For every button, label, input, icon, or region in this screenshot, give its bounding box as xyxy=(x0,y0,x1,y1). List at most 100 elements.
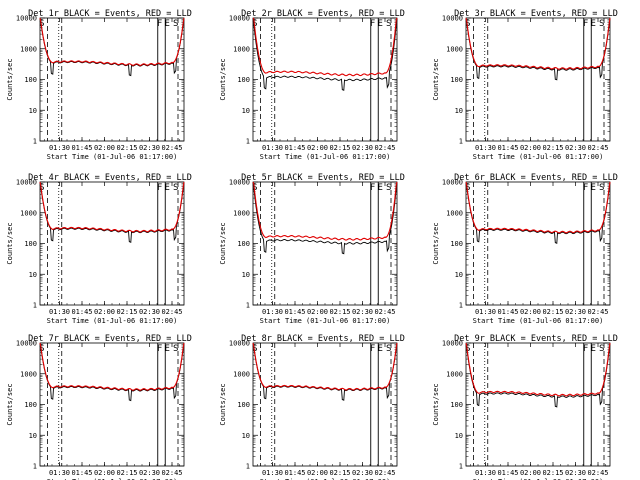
flag-label: E xyxy=(164,344,169,354)
x-tick-label: 01:45 xyxy=(71,144,92,152)
y-tick-label: 100 xyxy=(24,76,37,84)
y-tick-label: 10 xyxy=(242,271,250,279)
x-axis-label: Start Time (01-Jul-06 01:17:00) xyxy=(47,153,178,161)
y-axis-label: Counts/sec xyxy=(6,383,14,425)
x-tick-label: 02:45 xyxy=(161,308,182,316)
lld-series-line xyxy=(465,17,611,70)
flag-label: S xyxy=(173,344,178,354)
flag-label: S xyxy=(465,344,470,354)
y-tick-label: 10000 xyxy=(442,179,463,187)
y-tick-label: 1 xyxy=(246,463,250,471)
y-tick-label: 1000 xyxy=(233,370,250,378)
flag-label: E xyxy=(377,19,382,29)
lld-series-line xyxy=(39,181,185,233)
y-tick-label: 1000 xyxy=(20,370,37,378)
x-tick-label: 02:00 xyxy=(520,308,541,316)
lld-series-line xyxy=(465,342,611,397)
x-tick-label: 02:00 xyxy=(94,469,115,477)
chart-title: Det 4r BLACK = Events, RED = LLD xyxy=(28,173,192,183)
x-tick-label: 01:45 xyxy=(284,308,305,316)
x-tick-label: 01:30 xyxy=(49,308,70,316)
x-tick-label: 02:15 xyxy=(116,308,137,316)
y-tick-label: 10 xyxy=(455,432,463,440)
y-tick-label: 1 xyxy=(459,463,463,471)
events-series-line xyxy=(465,181,611,245)
y-tick-label: 10000 xyxy=(16,340,37,348)
y-tick-label: 1 xyxy=(33,138,37,146)
y-tick-label: 10 xyxy=(29,271,37,279)
x-tick-label: 01:45 xyxy=(284,469,305,477)
flag-label: E xyxy=(164,183,169,193)
y-tick-label: 100 xyxy=(237,240,250,248)
events-series-line xyxy=(39,181,185,244)
x-tick-label: 02:30 xyxy=(565,144,586,152)
y-axis-label: Counts/sec xyxy=(219,383,227,425)
x-tick-label: 02:30 xyxy=(352,469,373,477)
flag-label: F xyxy=(157,344,162,354)
x-tick-label: 02:45 xyxy=(374,144,395,152)
x-tick-label: 02:00 xyxy=(307,308,328,316)
flag-label: S xyxy=(386,19,391,29)
y-axis-label: Counts/sec xyxy=(219,222,227,264)
x-tick-label: 02:15 xyxy=(329,308,350,316)
flag-label: E xyxy=(590,19,595,29)
flag-label: F xyxy=(370,344,375,354)
x-tick-label: 02:30 xyxy=(139,469,160,477)
y-axis-label: Counts/sec xyxy=(432,383,440,425)
x-tick-label: 01:30 xyxy=(49,469,70,477)
chart-panel-8: Det 8r BLACK = Events, RED = LLD 1 10 100 10… xyxy=(219,334,405,480)
chart-panel-7: Det 7r BLACK = Events, RED = LLD 1 10 100 10… xyxy=(6,334,192,480)
chart-panel-4: Det 4r BLACK = Events, RED = LLD 1 10 100 10… xyxy=(6,173,192,325)
flag-label: F xyxy=(157,19,162,29)
y-tick-label: 1000 xyxy=(446,370,463,378)
flag-label: F xyxy=(157,183,162,193)
x-tick-label: 02:30 xyxy=(139,308,160,316)
x-axis-label: Start Time (01-Jul-06 01:17:00) xyxy=(47,317,178,325)
y-tick-label: 1 xyxy=(33,463,37,471)
y-tick-label: 10000 xyxy=(16,179,37,187)
flag-label: F xyxy=(583,183,588,193)
x-tick-label: 02:15 xyxy=(542,469,563,477)
x-axis-label: Start Time (01-Jul-06 01:17:00) xyxy=(473,478,604,480)
x-axis-label: Start Time (01-Jul-06 01:17:00) xyxy=(260,478,391,480)
x-tick-label: 01:30 xyxy=(475,144,496,152)
x-tick-label: 01:30 xyxy=(475,469,496,477)
y-tick-label: 10000 xyxy=(229,15,250,23)
x-tick-label: 01:45 xyxy=(497,308,518,316)
flag-label: S xyxy=(386,183,391,193)
y-tick-label: 10000 xyxy=(442,15,463,23)
y-tick-label: 100 xyxy=(450,76,463,84)
events-series-line xyxy=(465,17,611,81)
chart-panel-9: Det 9r BLACK = Events, RED = LLD 1 10 100 10… xyxy=(432,334,618,480)
chart-title: Det 8r BLACK = Events, RED = LLD xyxy=(241,334,405,344)
lld-series-line xyxy=(252,181,398,241)
y-tick-label: 1000 xyxy=(20,209,37,217)
x-axis-label: Start Time (01-Jul-06 01:17:00) xyxy=(473,153,604,161)
x-tick-label: 02:15 xyxy=(329,469,350,477)
flag-label: E xyxy=(164,19,169,29)
x-tick-label: 01:30 xyxy=(475,308,496,316)
y-tick-label: 10 xyxy=(242,432,250,440)
x-tick-label: 02:15 xyxy=(116,469,137,477)
x-tick-label: 01:30 xyxy=(262,469,283,477)
events-series-line xyxy=(252,181,398,255)
chart-title: Det 9r BLACK = Events, RED = LLD xyxy=(454,334,618,344)
x-tick-label: 02:30 xyxy=(352,144,373,152)
events-series-line xyxy=(39,17,185,77)
y-tick-label: 1 xyxy=(459,302,463,310)
events-series-line xyxy=(252,17,398,91)
flag-label: S xyxy=(252,183,257,193)
y-tick-label: 100 xyxy=(237,76,250,84)
flag-label: F xyxy=(370,19,375,29)
chart-title: Det 7r BLACK = Events, RED = LLD xyxy=(28,334,192,344)
flag-label: E xyxy=(590,344,595,354)
x-tick-label: 02:15 xyxy=(329,144,350,152)
flag-label: S xyxy=(465,19,470,29)
x-tick-label: 01:30 xyxy=(262,144,283,152)
flag-label: S xyxy=(599,183,604,193)
flag-label: F xyxy=(583,344,588,354)
flag-label: S xyxy=(599,344,604,354)
chart-panel-2: Det 2r BLACK = Events, RED = LLD 1 10 100 10… xyxy=(219,9,405,161)
y-tick-label: 100 xyxy=(237,401,250,409)
